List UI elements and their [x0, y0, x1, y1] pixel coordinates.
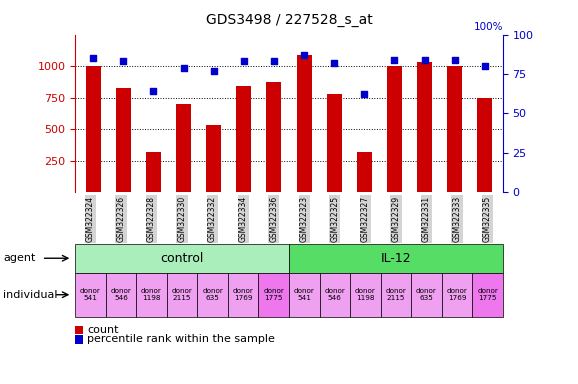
Text: donor
1775: donor 1775 — [477, 288, 498, 301]
Text: GDS3498 / 227528_s_at: GDS3498 / 227528_s_at — [206, 13, 372, 27]
Text: donor
2115: donor 2115 — [172, 288, 192, 301]
Point — [179, 65, 188, 71]
Text: GSM322332: GSM322332 — [208, 196, 217, 242]
Bar — [176, 104, 191, 192]
Point — [420, 57, 429, 63]
Text: donor
1775: donor 1775 — [264, 288, 284, 301]
Bar — [236, 86, 251, 192]
Text: control: control — [160, 252, 204, 265]
Text: donor
1769: donor 1769 — [447, 288, 468, 301]
Text: percentile rank within the sample: percentile rank within the sample — [87, 334, 275, 344]
Text: donor
1198: donor 1198 — [141, 288, 162, 301]
Point — [88, 55, 98, 61]
Bar — [387, 66, 402, 192]
Bar — [206, 125, 221, 192]
Text: GSM322336: GSM322336 — [269, 196, 278, 242]
Text: GSM322328: GSM322328 — [147, 196, 156, 242]
Text: donor
541: donor 541 — [294, 288, 314, 301]
Text: GSM322335: GSM322335 — [483, 196, 492, 242]
Text: GSM322326: GSM322326 — [117, 196, 125, 242]
Text: 100%: 100% — [473, 22, 503, 32]
Point — [360, 91, 369, 98]
Text: donor
546: donor 546 — [110, 288, 131, 301]
Text: individual: individual — [3, 290, 57, 300]
Bar — [86, 66, 101, 192]
Point — [269, 58, 279, 65]
Text: GSM322329: GSM322329 — [391, 196, 401, 242]
Text: GSM322334: GSM322334 — [239, 196, 247, 242]
Text: donor
541: donor 541 — [80, 288, 101, 301]
Text: GSM322330: GSM322330 — [177, 196, 187, 242]
Point — [390, 57, 399, 63]
Text: donor
635: donor 635 — [416, 288, 437, 301]
Bar — [447, 66, 462, 192]
Bar — [417, 62, 432, 192]
Bar — [477, 98, 492, 192]
Bar — [297, 55, 312, 192]
Bar — [357, 152, 372, 192]
Text: IL-12: IL-12 — [381, 252, 411, 265]
Text: GSM322327: GSM322327 — [361, 196, 370, 242]
Text: agent: agent — [3, 253, 35, 263]
Text: donor
1769: donor 1769 — [233, 288, 254, 301]
Point — [450, 57, 460, 63]
Text: GSM322323: GSM322323 — [300, 196, 309, 242]
Text: GSM322324: GSM322324 — [86, 196, 95, 242]
Point — [239, 58, 249, 65]
Text: donor
635: donor 635 — [202, 288, 223, 301]
Text: GSM322331: GSM322331 — [422, 196, 431, 242]
Point — [209, 68, 218, 74]
Bar — [146, 152, 161, 192]
Bar — [116, 88, 131, 192]
Point — [480, 63, 490, 69]
Text: donor
1198: donor 1198 — [355, 288, 376, 301]
Point — [118, 58, 128, 65]
Point — [149, 88, 158, 94]
Bar — [266, 83, 281, 192]
Point — [299, 52, 309, 58]
Text: GSM322333: GSM322333 — [453, 196, 461, 242]
Text: count: count — [87, 325, 118, 335]
Text: GSM322325: GSM322325 — [331, 196, 339, 242]
Text: donor
2115: donor 2115 — [386, 288, 406, 301]
Bar — [327, 94, 342, 192]
Point — [329, 60, 339, 66]
Text: donor
546: donor 546 — [324, 288, 345, 301]
